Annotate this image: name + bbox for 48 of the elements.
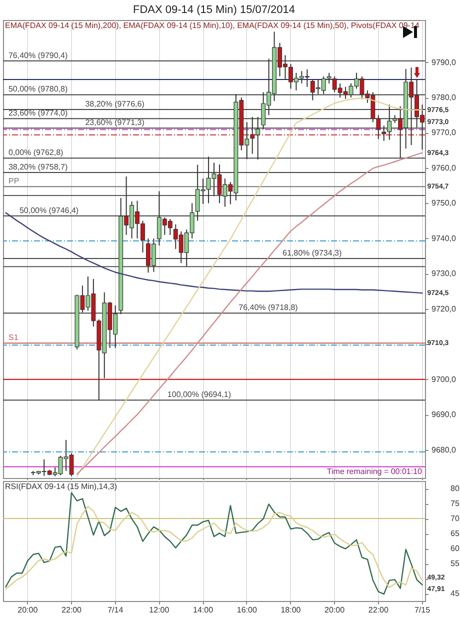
y-tick-label: 65 <box>450 529 460 538</box>
annotation: Time remaining = 00:01:10 <box>326 467 423 476</box>
chart-title: RSI(FDAX 09-14 (15 Min),14,3) <box>5 482 118 491</box>
x-tick-label: 20:00 <box>324 606 346 614</box>
ref-line-label: 100,00% (9694,1) <box>167 390 232 400</box>
y-tick-label: 70 <box>450 514 460 523</box>
y-tick-label: 9730,0 <box>432 269 457 278</box>
ref-line-label: PP <box>8 176 20 186</box>
ref-line-label: 38,20% (9776,6) <box>85 99 145 108</box>
ref-line-label: 38,20% (9758,7) <box>8 162 68 172</box>
x-tick-label: 18:00 <box>280 606 302 614</box>
y-tick-label: 80 <box>450 484 460 493</box>
y-tick-label: 55 <box>450 559 460 568</box>
ref-line-label: 76,40% (9790,4) <box>8 50 68 60</box>
annotation: EMA(FDAX 09-14 (15 Min),200), EMA(FDAX 09-14 (15 Min),10), EMA(FDAX 09-14 (15 Min),50), Pivots(FDAX 09-14 <box>5 21 420 30</box>
y-tick-label: 9690,0 <box>432 410 457 420</box>
candlestick <box>326 72 332 84</box>
x-tick-label: 7/14 <box>108 606 124 614</box>
line-series <box>5 506 423 590</box>
x-tick-label: 7/15 <box>414 606 431 614</box>
x-tick-label: 12:00 <box>149 606 170 614</box>
x-tick-label: 20:00 <box>18 606 38 614</box>
ref-line-label: 76,40% (9718,8) <box>238 303 298 312</box>
y-tick-label: 60 <box>450 544 460 553</box>
y-tick-label: 9790,0 <box>432 58 457 67</box>
x-tick-label: 22:00 <box>368 606 389 614</box>
line-series <box>5 492 423 595</box>
x-tick-label: 22:00 <box>61 606 82 614</box>
y-tick-label: 9760,0 <box>432 163 457 172</box>
y-tick-label: 75 <box>450 499 460 508</box>
y-tick-label: 9680,0 <box>432 445 457 454</box>
y-tick-label: 9750,0 <box>432 198 457 208</box>
ref-line-label: 23,60% (9774,0) <box>8 108 68 118</box>
ref-line-label: 50,00% (9746,4) <box>19 206 79 215</box>
y-tick-label: 9720,0 <box>432 304 457 314</box>
ref-line-label: 61,80% (9734,3) <box>282 248 342 258</box>
ref-line-label: 0,00% (9762,8) <box>8 148 64 158</box>
ref-line-label: 50,00% (9780,8) <box>8 84 68 94</box>
y-tick-label: 45 <box>450 589 460 598</box>
x-tick-label: 14:00 <box>193 606 214 614</box>
chart-title: FDAX 09-14 (15 Min) 15/07/2014 <box>132 4 296 16</box>
y-tick-label: 9780,0 <box>432 93 457 102</box>
ref-line-label: 23,60% (9771,3) <box>85 118 145 128</box>
x-tick-label: 16:00 <box>236 606 258 614</box>
y-tick-label: 9740,0 <box>432 234 457 243</box>
y-tick-label: 9700,0 <box>432 374 457 384</box>
ref-line-label: S1 <box>8 333 19 342</box>
y-tick-label: 9770,0 <box>432 128 457 138</box>
